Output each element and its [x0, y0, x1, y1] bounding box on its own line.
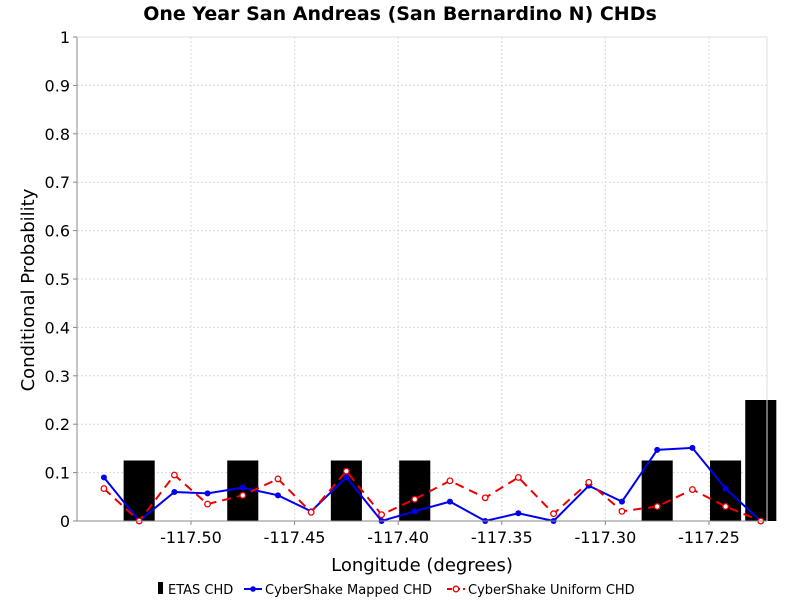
y-tick-label: 0.9: [45, 76, 70, 95]
uniform-chd-point: [653, 503, 661, 510]
legend-etas-swatch: [158, 582, 163, 594]
uniform-chd-point: [170, 471, 178, 479]
y-tick-label: 0.1: [45, 464, 70, 483]
etas-bar: [745, 400, 777, 521]
mapped-chd-point: [654, 446, 661, 453]
uniform-chd-point: [618, 507, 626, 515]
y-tick-label: 1: [60, 28, 70, 47]
legend: ETAS CHD CyberShake Mapped CHD CyberShake …: [158, 582, 635, 598]
y-tick-label: 0.5: [45, 270, 70, 289]
y-tick-label: 0.6: [45, 222, 70, 241]
x-tick-label: -117.25: [678, 528, 740, 547]
uniform-chd-point: [722, 503, 730, 510]
x-tick-label: -117.40: [367, 528, 429, 547]
y-tick-label: 0.3: [45, 367, 70, 386]
uniform-chd-point: [514, 473, 522, 481]
uniform-chd-line: [103, 469, 762, 523]
mapped-chd-point: [446, 498, 453, 505]
y-tick-label: 0.2: [45, 415, 70, 434]
x-tick-label: -117.30: [574, 528, 636, 547]
uniform-chd-point: [585, 478, 593, 486]
mapped-chd-point: [343, 474, 350, 481]
uniform-chd-point: [688, 486, 696, 493]
uniform-chd-point: [239, 491, 247, 499]
x-tick-label: -117.35: [471, 528, 533, 547]
x-tick-label: -117.45: [264, 528, 326, 547]
mapped-chd-line: [103, 446, 762, 523]
chart-title: One Year San Andreas (San Bernardino N) …: [143, 3, 657, 25]
mapped-chd-point: [239, 484, 246, 491]
legend-mapped-label: CyberShake Mapped CHD: [265, 583, 432, 598]
uniform-chd-point: [550, 510, 558, 518]
etas-bar: [641, 460, 673, 521]
mapped-chd-point: [618, 498, 625, 505]
uniform-chd-point: [342, 467, 350, 475]
mapped-chd-point: [100, 474, 107, 481]
mapped-chd-point: [689, 444, 696, 451]
y-tick-label: 0.4: [45, 318, 70, 337]
y-tick-label: 0.8: [45, 125, 70, 144]
y-tick-label: 0.7: [45, 173, 70, 192]
x-axis-label: Longitude (degrees): [331, 555, 513, 576]
legend-uniform-marker: [452, 585, 460, 593]
mapped-chd-point: [515, 510, 522, 517]
legend-etas-label: ETAS CHD: [168, 583, 233, 598]
y-axis-label: Conditional Probability: [18, 188, 39, 391]
y-tick-label: 0: [60, 512, 70, 531]
uniform-chd-point: [274, 475, 282, 483]
uniform-chd-point: [204, 500, 211, 508]
mapped-chd-point: [722, 485, 729, 492]
uniform-chd-point: [446, 477, 454, 485]
legend-uniform-label: CyberShake Uniform CHD: [468, 583, 635, 598]
uniform-chd-point: [378, 511, 386, 519]
uniform-chd-point: [481, 494, 489, 502]
uniform-chd-point: [100, 485, 108, 493]
mapped-chd-point: [274, 492, 281, 499]
x-tick-label: -117.50: [160, 528, 222, 547]
uniform-chd-point: [411, 495, 419, 503]
legend-mapped-marker: [250, 586, 256, 592]
uniform-chd-point: [307, 508, 315, 516]
mapped-chd-point: [204, 490, 211, 497]
mapped-chd-point: [411, 508, 418, 515]
mapped-chd-point: [171, 488, 178, 495]
